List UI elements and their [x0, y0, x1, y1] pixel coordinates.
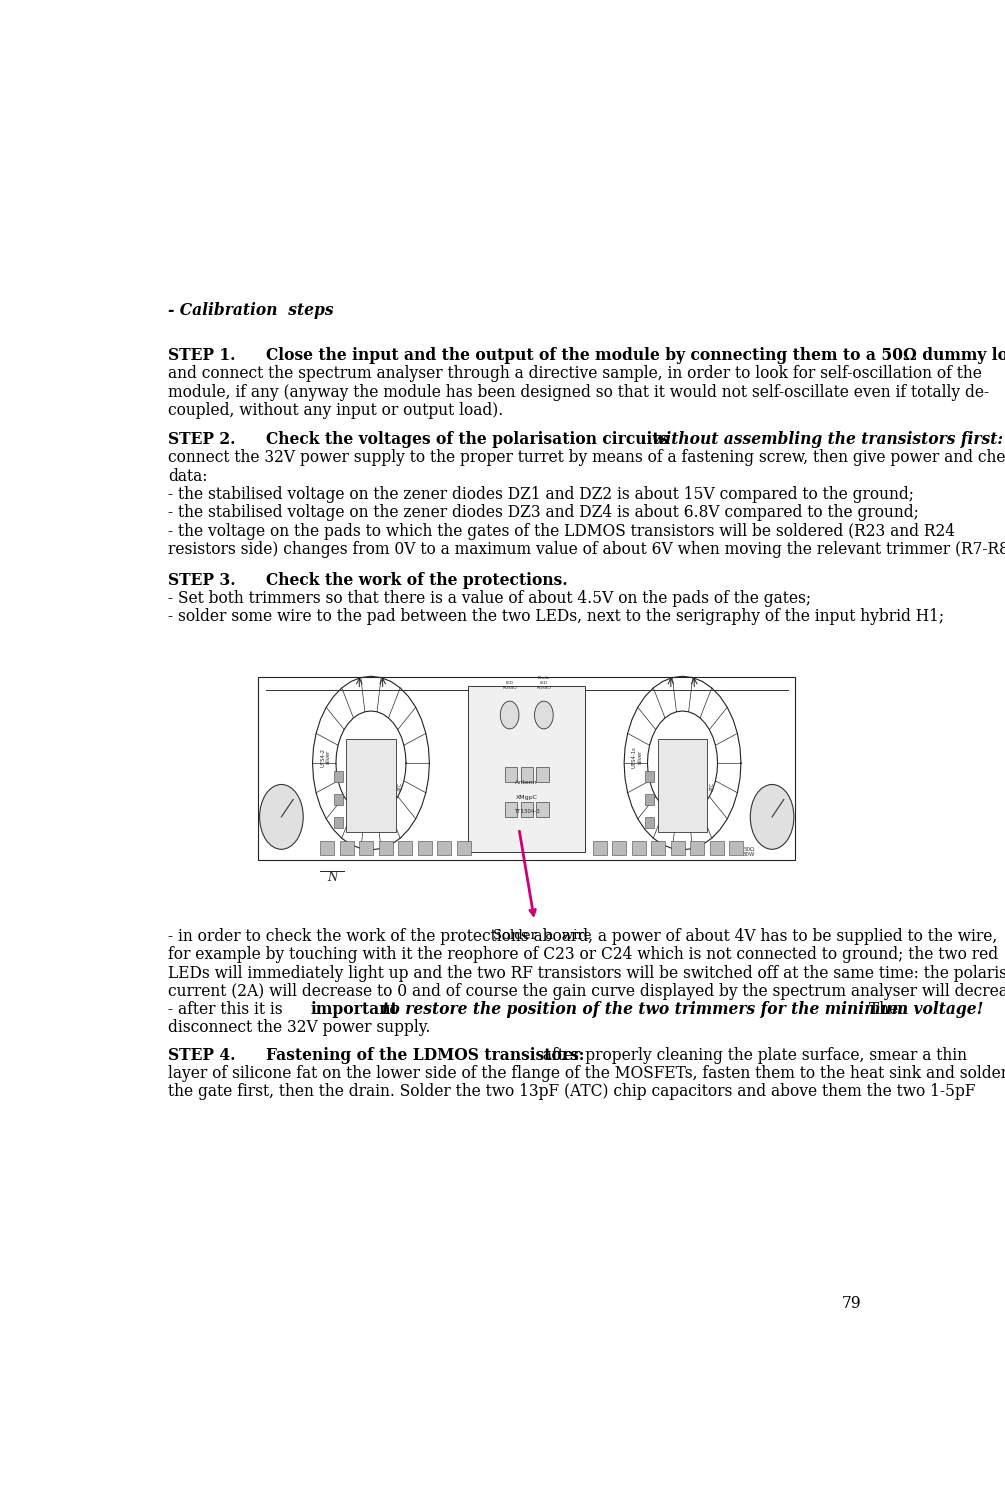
Circle shape	[500, 700, 519, 729]
Bar	[536, 767, 549, 782]
Bar	[505, 767, 518, 782]
Text: coupled, without any input or output load).: coupled, without any input or output loa…	[169, 401, 504, 419]
Text: to restore the position of the two trimmers for the minimum voltage!: to restore the position of the two trimm…	[377, 1001, 984, 1018]
Text: TT1304-3: TT1304-3	[514, 809, 540, 813]
Text: resistors side) changes from 0V to a maximum value of about 6V when moving the r: resistors side) changes from 0V to a max…	[169, 541, 1005, 558]
Text: layer of silicone fat on the lower side of the flange of the MOSFETs, fasten the: layer of silicone fat on the lower side …	[169, 1066, 1005, 1082]
Bar	[340, 842, 354, 855]
Bar	[710, 842, 724, 855]
Text: - the voltage on the pads to which the gates of the LDMOS transistors will be so: - the voltage on the pads to which the g…	[169, 523, 956, 540]
Bar	[593, 842, 607, 855]
Circle shape	[535, 700, 553, 729]
Bar	[645, 771, 654, 782]
Bar	[468, 685, 585, 852]
Bar	[398, 842, 412, 855]
Text: Fastening of the LDMOS transistors:: Fastening of the LDMOS transistors:	[265, 1046, 584, 1064]
Text: Close the input and the output of the module by connecting them to a 50Ω dummy l: Close the input and the output of the mo…	[265, 347, 1005, 364]
Text: ATC: ATC	[710, 782, 715, 791]
Bar	[690, 842, 705, 855]
Text: for example by touching with it the reophore of C23 or C24 which is not connecte: for example by touching with it the reop…	[169, 947, 999, 963]
Bar	[505, 801, 518, 816]
Bar	[632, 842, 646, 855]
Text: N: N	[327, 872, 337, 884]
Text: - Set both trimmers so that there is a value of about 4.5V on the pads of the ga: - Set both trimmers so that there is a v…	[169, 591, 812, 607]
Bar	[437, 842, 451, 855]
Text: - in order to check the work of the protections aboard, a power of about 4V has : - in order to check the work of the prot…	[169, 927, 998, 945]
Bar	[521, 767, 533, 782]
Text: Then: Then	[864, 1001, 908, 1018]
Text: after properly cleaning the plate surface, smear a thin: after properly cleaning the plate surfac…	[539, 1046, 968, 1064]
Text: data:: data:	[169, 467, 208, 484]
Bar	[657, 739, 708, 833]
Bar	[258, 676, 796, 860]
Circle shape	[751, 785, 794, 849]
Bar	[321, 842, 335, 855]
Text: ATC: ATC	[398, 782, 403, 791]
Text: UTS4-2
silver: UTS4-2 silver	[321, 747, 332, 767]
Text: - the stabilised voltage on the zener diodes DZ3 and DZ4 is about 6.8V compared : - the stabilised voltage on the zener di…	[169, 505, 920, 522]
Text: - after this it is: - after this it is	[169, 1001, 288, 1018]
Text: - the stabilised voltage on the zener diodes DZ1 and DZ2 is about 15V compared t: - the stabilised voltage on the zener di…	[169, 485, 915, 504]
Bar	[645, 816, 654, 828]
Bar	[456, 842, 470, 855]
Text: the gate first, then the drain. Solder the two 13pF (ATC) chip capacitors and ab: the gate first, then the drain. Solder t…	[169, 1084, 976, 1100]
Text: 79: 79	[842, 1296, 861, 1312]
Text: current (2A) will decrease to 0 and of course the gain curve displayed by the sp: current (2A) will decrease to 0 and of c…	[169, 983, 1005, 999]
Text: disconnect the 32V power supply.: disconnect the 32V power supply.	[169, 1019, 431, 1037]
Bar	[612, 842, 626, 855]
Text: connect the 32V power supply to the proper turret by means of a fastening screw,: connect the 32V power supply to the prop…	[169, 449, 1005, 466]
Bar	[671, 842, 684, 855]
Text: LEDs will immediately light up and the two RF transistors will be switched off a: LEDs will immediately light up and the t…	[169, 965, 1005, 981]
Bar	[645, 794, 654, 806]
Bar	[334, 816, 343, 828]
Text: D-odo
LED
ROSSO: D-odo LED ROSSO	[537, 676, 551, 690]
Bar	[730, 842, 744, 855]
Bar	[334, 771, 343, 782]
Text: Check the work of the protections.: Check the work of the protections.	[265, 573, 568, 589]
Bar	[360, 842, 373, 855]
Bar	[418, 842, 432, 855]
Bar	[521, 801, 533, 816]
Text: without assembling the transistors first:: without assembling the transistors first…	[652, 431, 1003, 448]
Text: STEP 4.: STEP 4.	[169, 1046, 236, 1064]
Text: - Calibration  steps: - Calibration steps	[169, 302, 334, 319]
Text: LED
ROSSO: LED ROSSO	[502, 681, 517, 690]
Text: STEP 1.: STEP 1.	[169, 347, 236, 364]
Circle shape	[259, 785, 304, 849]
Text: and connect the spectrum analyser through a directive sample, in order to look f: and connect the spectrum analyser throug…	[169, 365, 982, 382]
Bar	[651, 842, 665, 855]
Text: Solder  a  wire: Solder a wire	[493, 929, 592, 942]
Bar	[379, 842, 393, 855]
Text: - solder some wire to the pad between the two LEDs, next to the serigraphy of th: - solder some wire to the pad between th…	[169, 609, 945, 625]
Text: 50Ω
30W: 50Ω 30W	[743, 846, 755, 857]
Text: module, if any (anyway the module has been designed so that it would not self-os: module, if any (anyway the module has be…	[169, 383, 990, 401]
Text: Check the voltages of the polarisation circuits: Check the voltages of the polarisation c…	[265, 431, 673, 448]
Text: important: important	[311, 1001, 399, 1018]
Text: STEP 2.: STEP 2.	[169, 431, 236, 448]
Text: STEP 3.: STEP 3.	[169, 573, 236, 589]
Bar	[536, 801, 549, 816]
Text: UTS4-1s
silver: UTS4-1s silver	[632, 747, 643, 768]
Bar	[346, 739, 396, 833]
Text: XMgpC: XMgpC	[516, 795, 538, 800]
Bar	[334, 794, 343, 806]
Text: Antenn: Antenn	[516, 780, 538, 785]
